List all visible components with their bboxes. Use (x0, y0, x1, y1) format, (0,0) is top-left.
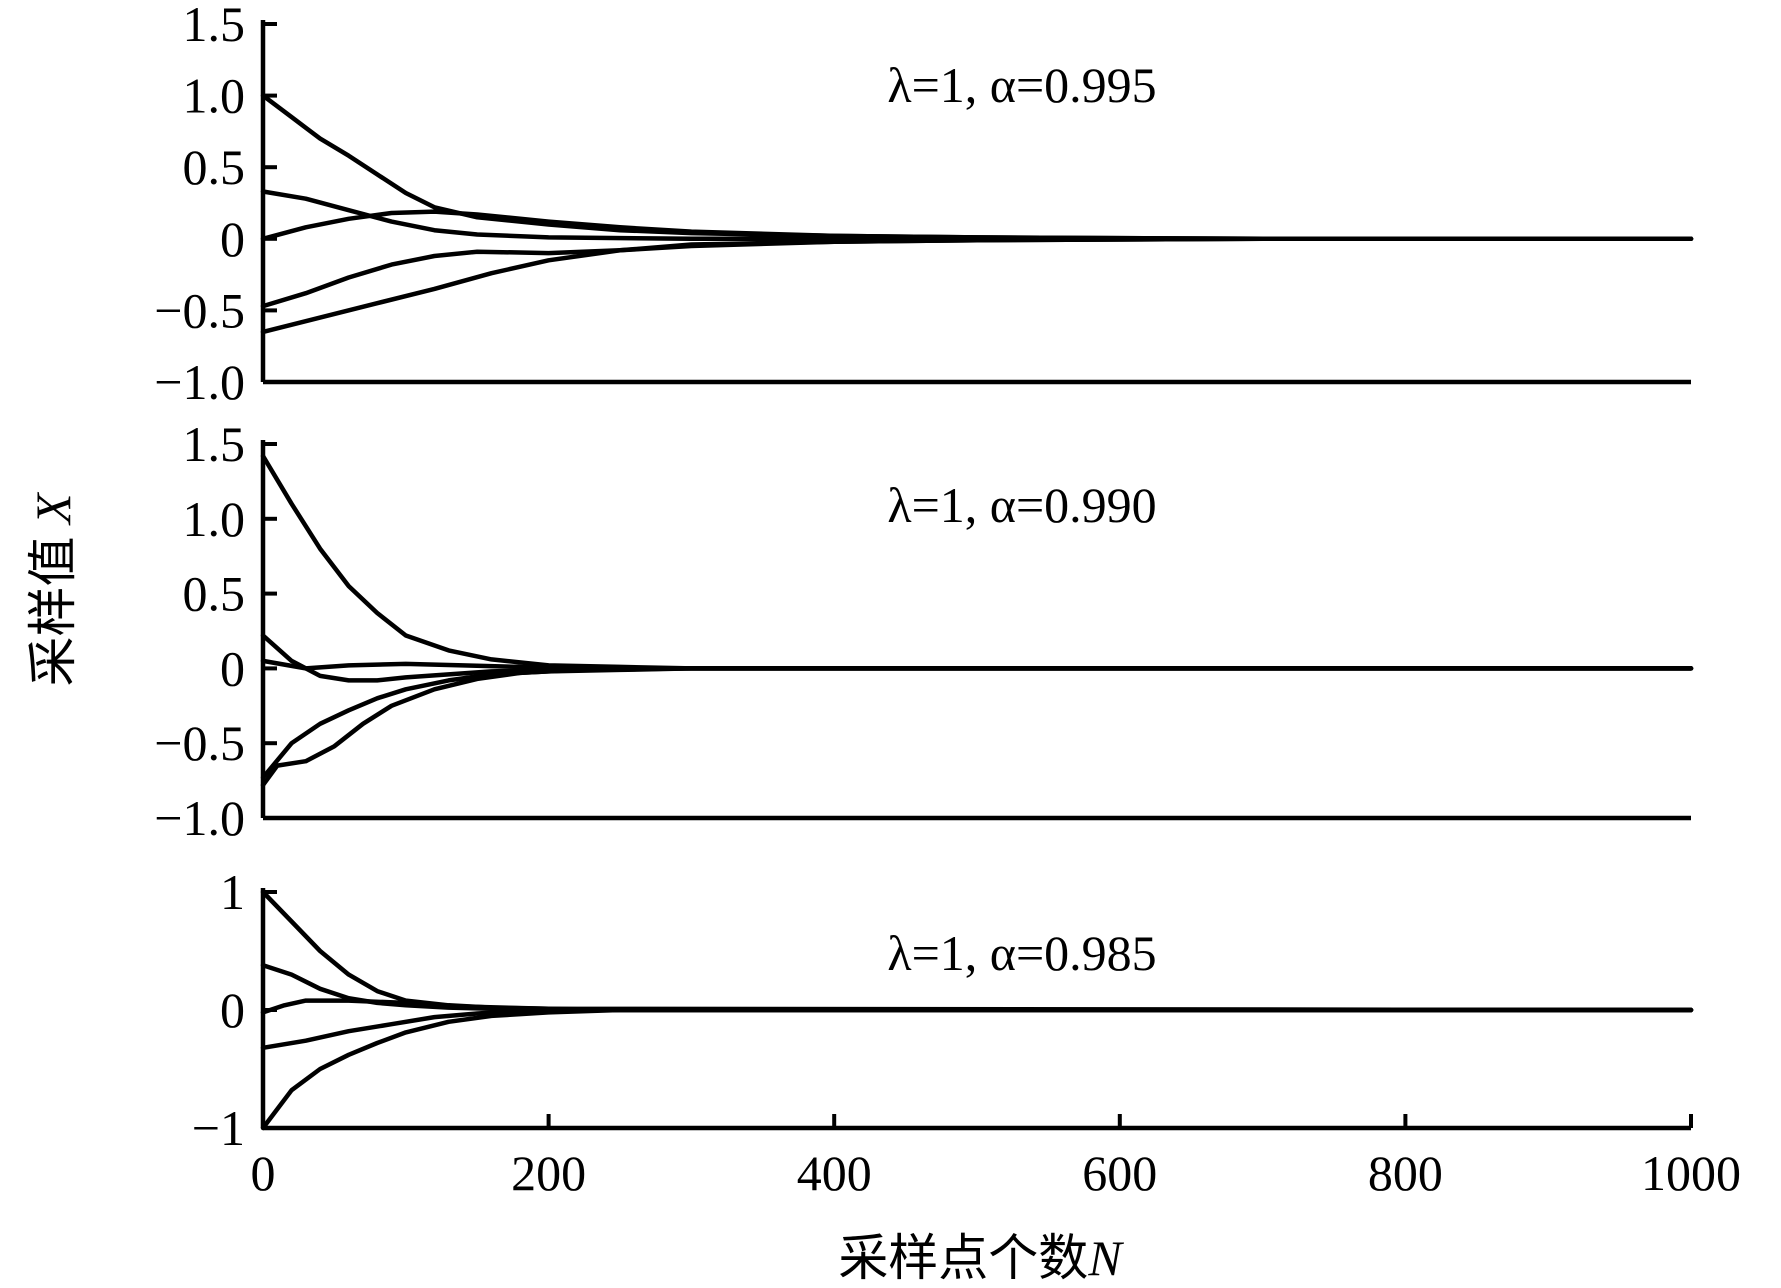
y-axis-label: 采样值 (25, 537, 81, 687)
series-line-3 (260, 209, 1694, 242)
x-tick-label: 0 (251, 1145, 276, 1201)
y-tick-label: −1 (192, 1100, 245, 1156)
x-axis-label: 采样点个数 (838, 1230, 1088, 1286)
y-axis-title: 采样值 X (25, 491, 81, 687)
y-axis-var: X (25, 491, 81, 526)
x-tick-label: 200 (511, 1145, 586, 1201)
y-tick-label: −1.0 (154, 354, 245, 410)
y-tick-label: 1.5 (183, 0, 246, 52)
y-tick-label: 0.5 (183, 566, 246, 622)
series-line-4 (260, 666, 1694, 780)
y-tick-label: 1.5 (183, 416, 246, 472)
x-tick-label: 600 (1082, 1145, 1157, 1201)
series-line-5 (260, 666, 1694, 788)
plot-area: 1.5 1.0 0.5 0 −0.5 −1.0 λ=1, α=0.995 1.5 1.0 0.5 0… (154, 0, 1741, 1201)
y-tick-label: −0.5 (154, 282, 245, 338)
series-line-4 (260, 236, 1694, 309)
panel-annotation: λ=1, α=0.995 (887, 57, 1156, 113)
y-tick-label: 1 (220, 864, 245, 920)
series-line-1 (260, 93, 1694, 242)
x-axis: 0 200 400 600 800 1000 (251, 1114, 1741, 1201)
panel-1: 1.5 1.0 0.5 0 −0.5 −1.0 λ=1, α=0.995 (154, 0, 1694, 410)
y-tick-label: 1.0 (183, 491, 246, 547)
x-axis-title: 采样点个数N (838, 1230, 1124, 1286)
y-tick-label: 0.5 (183, 139, 246, 195)
y-tick-label: 1.0 (183, 68, 246, 124)
y-tick-label: 0 (220, 982, 245, 1038)
panel-annotation: λ=1, α=0.990 (887, 477, 1156, 533)
panel-annotation: λ=1, α=0.985 (887, 925, 1156, 981)
x-tick-label: 1000 (1641, 1145, 1741, 1201)
series-line-5 (260, 236, 1694, 335)
x-tick-label: 400 (797, 1145, 872, 1201)
series-line-5 (260, 1007, 1694, 1131)
y-tick-label: 0 (220, 640, 245, 696)
x-axis-var: N (1087, 1230, 1124, 1286)
x-tick-label: 800 (1368, 1145, 1443, 1201)
panel-3: 1 0 −1 λ=1, α=0.985 (192, 864, 1694, 1156)
y-tick-label: −0.5 (154, 715, 245, 771)
y-tick-label: −1.0 (154, 790, 245, 846)
series-line-3 (260, 998, 1694, 1015)
y-tick-label: 0 (220, 211, 245, 267)
panel-2: 1.5 1.0 0.5 0 −0.5 −1.0 λ=1, α=0.990 (154, 416, 1694, 846)
